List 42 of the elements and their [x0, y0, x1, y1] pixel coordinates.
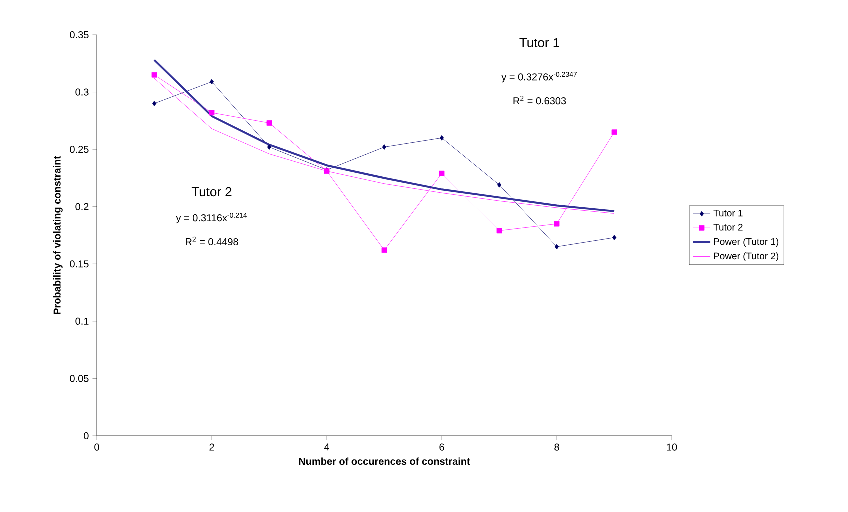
annotation: Tutor 1 — [520, 38, 560, 48]
y-tick-label: 0.25 — [70, 146, 89, 154]
point — [554, 221, 560, 227]
annotation: y = 0.3276x$^{-0.2347}$ — [502, 72, 578, 83]
point — [554, 244, 560, 250]
x-tick-label: 8 — [554, 444, 560, 451]
point — [382, 144, 387, 150]
y-tick-label: 0.1 — [76, 318, 89, 325]
annotation: Tutor 2 — [192, 187, 232, 197]
point — [209, 110, 215, 116]
annotation: R$^{2}$ = 0.4498 — [186, 236, 238, 246]
y-axis-title: Probability of violating constraint — [54, 156, 63, 314]
point — [210, 79, 214, 85]
point — [496, 228, 502, 234]
point — [266, 120, 272, 126]
legend-label: Tutor 2 — [714, 224, 743, 231]
legend-label: Power (Tutor 2) — [714, 252, 779, 262]
annotation: y = 0.3116x$^{-0.214}$ — [176, 213, 248, 224]
point — [440, 135, 444, 141]
legend-label: Power (Tutor 1) — [714, 238, 779, 248]
legend-label: Tutor 1 — [714, 210, 743, 217]
annotation: R$^{2}$ = 0.6303 — [514, 96, 566, 105]
point — [152, 72, 158, 78]
x-tick-label: 0 — [94, 444, 100, 451]
point — [497, 182, 502, 188]
x-tick-label: 4 — [324, 444, 330, 451]
y-tick-label: 0.15 — [70, 260, 89, 268]
point — [439, 170, 445, 176]
x-tick-label: 2 — [210, 444, 214, 451]
y-tick-label: 0 — [84, 432, 89, 440]
x-tick-label: 6 — [440, 444, 444, 451]
point — [382, 248, 388, 254]
point — [152, 101, 157, 106]
x-axis-title: Number of occurences of constraint — [299, 458, 470, 466]
y-tick-label: 0.3 — [76, 88, 89, 96]
y-tick-label: 0.2 — [76, 203, 89, 210]
y-tick-label: 0.05 — [70, 375, 89, 382]
x-tick-label: 10 — [667, 444, 678, 451]
point — [267, 144, 272, 150]
point — [612, 235, 617, 240]
point — [612, 130, 618, 136]
y-tick-label: 0.35 — [70, 31, 89, 39]
